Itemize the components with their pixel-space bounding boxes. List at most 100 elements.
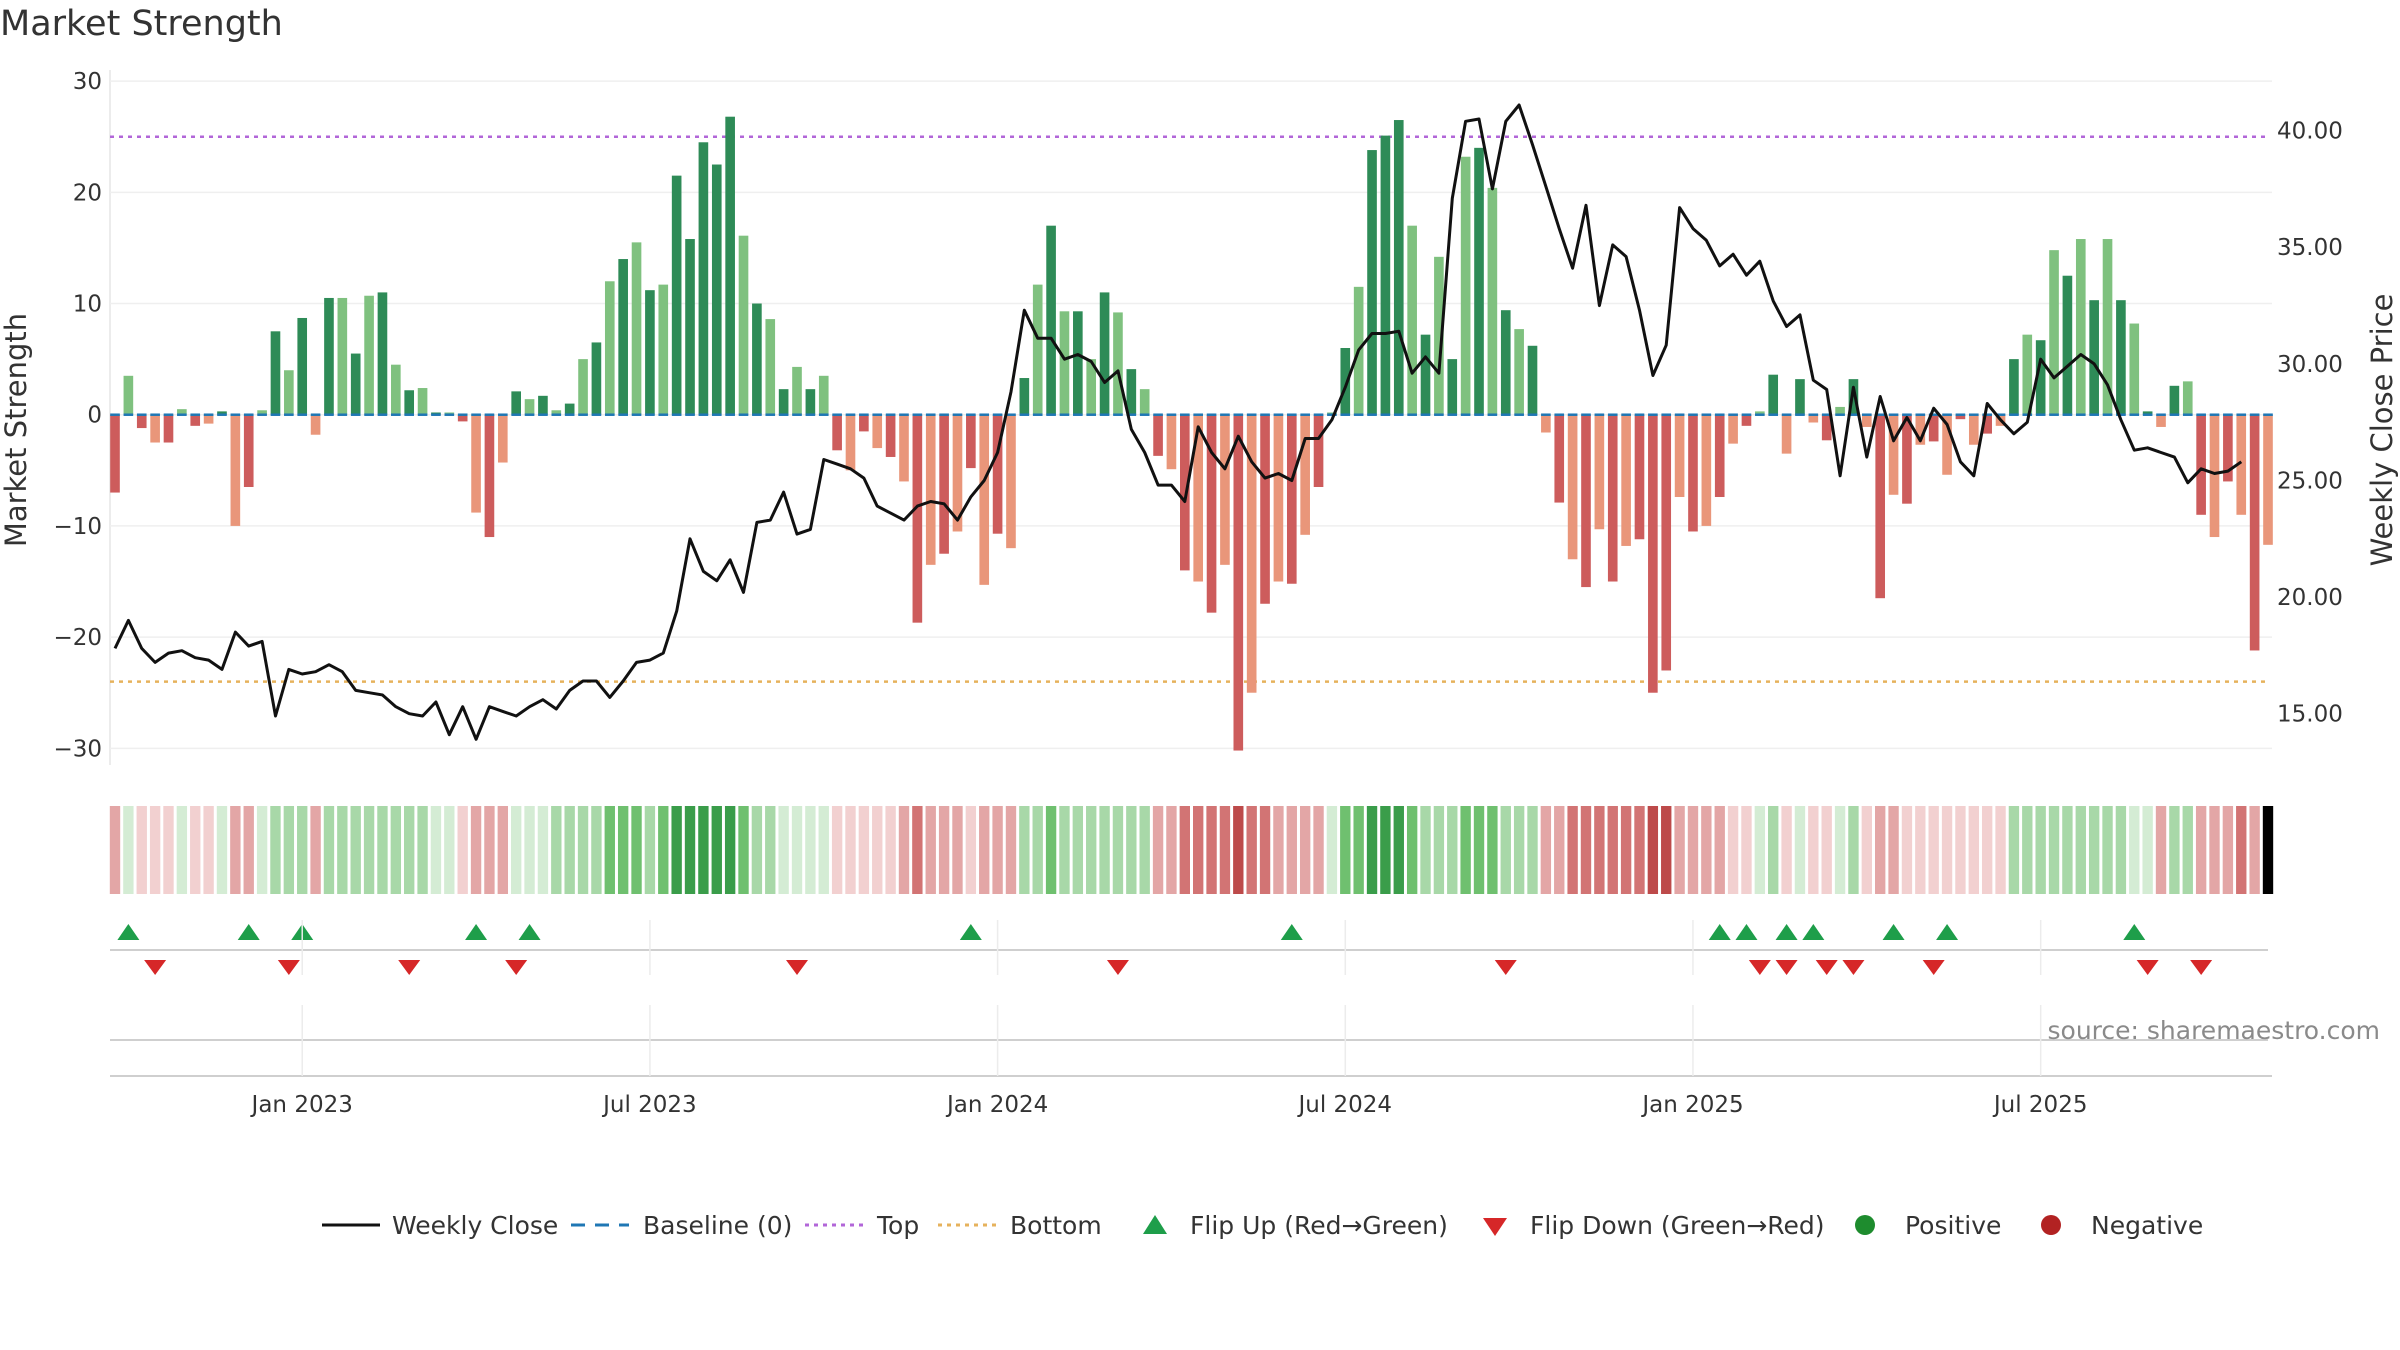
intensity-cell: [845, 806, 856, 894]
legend-item: Flip Down (Green→Red): [1483, 1211, 1825, 1240]
intensity-cell: [1513, 806, 1525, 894]
intensity-cell: [1139, 806, 1150, 894]
intensity-cell: [1032, 806, 1043, 894]
left-axis-label: Market Strength: [0, 313, 33, 547]
intensity-cell: [1567, 806, 1578, 894]
intensity-cell: [2022, 806, 2033, 894]
strength-bar: [2182, 381, 2193, 415]
flip-down-marker: [1106, 960, 1129, 975]
intensity-cell: [2035, 806, 2046, 894]
strength-bar: [1434, 256, 1444, 415]
strength-bar: [2169, 385, 2180, 415]
strength-bar: [1032, 284, 1043, 415]
intensity-cell: [1259, 806, 1271, 894]
strength-bar: [511, 391, 521, 415]
strength-bar: [2022, 334, 2033, 415]
right-tick-label: 35.00: [2277, 235, 2343, 261]
intensity-cell: [1420, 806, 1431, 894]
intensity-cell: [1634, 806, 1645, 894]
intensity-cell: [537, 806, 549, 894]
flip-down-marker: [1775, 960, 1798, 975]
intensity-cell: [805, 806, 816, 894]
strength-bar: [230, 414, 241, 526]
intensity-cell: [1848, 806, 1859, 894]
strength-bar: [564, 403, 575, 415]
strength-bar: [591, 342, 602, 415]
legend-item: Baseline (0): [571, 1211, 792, 1240]
strength-bar: [872, 414, 883, 449]
strength-bar: [457, 414, 468, 422]
x-tick-label: Jul 2025: [1992, 1092, 2088, 1118]
strength-bar: [1527, 345, 1538, 415]
intensity-cell: [684, 806, 696, 894]
intensity-cell: [256, 806, 268, 894]
strength-bar: [1634, 414, 1645, 540]
strength-bar: [658, 284, 669, 415]
flip-up-marker: [1708, 924, 1731, 940]
intensity-cell: [1433, 806, 1445, 894]
flip-up-marker: [1936, 924, 1959, 940]
strength-bar: [1099, 292, 1110, 415]
intensity-cell: [1206, 806, 1217, 894]
x-tick-label: Jan 2025: [1640, 1092, 1743, 1118]
intensity-cell: [1714, 806, 1725, 894]
intensity-cell: [377, 806, 388, 894]
intensity-cell: [885, 806, 896, 894]
weekly-close-line: [113, 103, 2243, 741]
intensity-cell: [1045, 806, 1057, 894]
intensity-cell: [1273, 806, 1284, 894]
strength-bar: [1942, 414, 1952, 475]
left-tick-label: 30: [73, 69, 102, 95]
svg-text:Weekly Close: Weekly Close: [392, 1211, 558, 1240]
intensity-cell: [1193, 806, 1204, 894]
intensity-cell: [149, 806, 161, 894]
strength-bar: [1407, 225, 1417, 415]
intensity-cell: [1019, 806, 1030, 894]
strength-bars: [110, 116, 2273, 751]
intensity-cell: [564, 806, 575, 894]
intensity-cell: [778, 806, 789, 894]
x-tick-label: Jan 2023: [250, 1092, 353, 1118]
strength-bar: [391, 364, 401, 415]
strength-bar: [925, 414, 936, 565]
strength-bar: [1046, 225, 1056, 415]
intensity-cell: [738, 806, 749, 894]
right-tick-label: 30.00: [2277, 352, 2343, 378]
intensity-cell: [1286, 806, 1297, 894]
flip-down-marker: [1815, 960, 1838, 975]
empty-panel: [110, 1039, 2272, 1077]
intensity-cell: [2008, 806, 2020, 894]
x-tick-label: Jan 2024: [945, 1092, 1048, 1118]
strength-bar: [1367, 150, 1377, 415]
flip-down-marker: [1748, 960, 1771, 975]
x-axis-ticks: Jan 2023 Jul 2023 Jan 2024 Jul 2024 Jan 2025…: [250, 920, 2088, 1118]
strength-bar: [203, 414, 214, 424]
left-tick-label: 20: [73, 180, 102, 206]
intensity-cell: [1981, 806, 1993, 894]
strength-bar: [1460, 156, 1471, 415]
intensity-cell: [1781, 806, 1792, 894]
flip-down-marker: [2190, 960, 2213, 975]
intensity-cell: [1460, 806, 1471, 894]
right-tick-label: 15.00: [2277, 702, 2343, 728]
strength-bar: [1193, 414, 1204, 582]
flip-up-marker: [1882, 924, 1905, 940]
intensity-cell: [751, 806, 763, 894]
strength-bar: [217, 411, 227, 415]
strength-bar: [1273, 414, 1284, 582]
strength-bar: [471, 414, 481, 513]
intensity-cell: [2195, 806, 2207, 894]
intensity-cell: [283, 806, 295, 894]
intensity-cell: [1099, 806, 1110, 894]
intensity-cell: [1594, 806, 1605, 894]
right-tick-label: 25.00: [2277, 468, 2343, 494]
intensity-cell: [1661, 806, 1672, 894]
intensity-cell: [1794, 806, 1806, 894]
strength-bar: [1795, 379, 1805, 415]
intensity-cell: [1406, 806, 1418, 894]
legend-item: Flip Up (Red→Green): [1143, 1211, 1448, 1240]
intensity-cell: [617, 806, 629, 894]
grid-lines: [109, 70, 2272, 765]
strength-bar: [2156, 414, 2166, 427]
strength-bar: [484, 414, 495, 538]
